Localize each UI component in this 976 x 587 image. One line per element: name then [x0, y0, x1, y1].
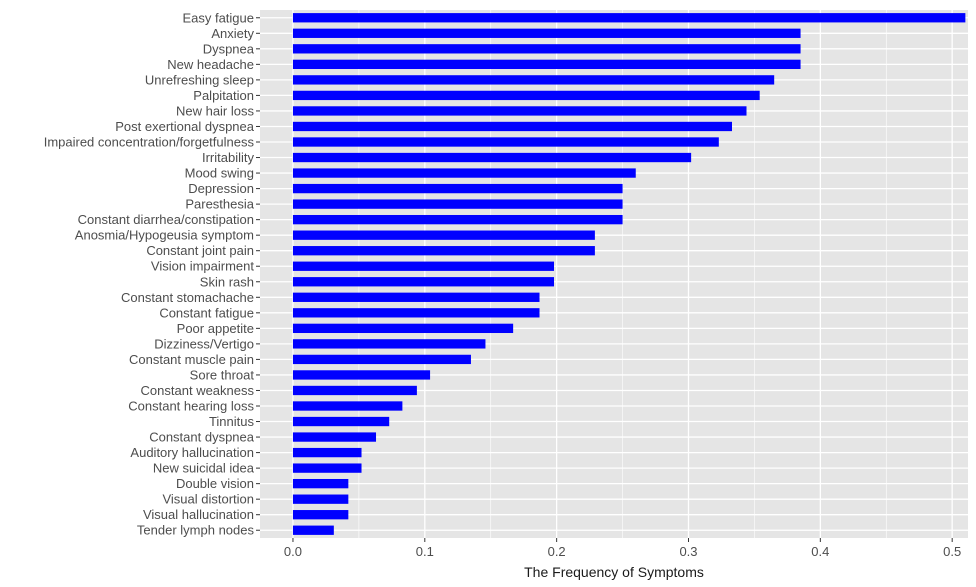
category-label: Poor appetite [177, 321, 254, 336]
bar [292, 339, 486, 349]
bar [292, 277, 555, 287]
bar [292, 13, 966, 23]
bar [292, 510, 349, 520]
bar [292, 385, 417, 396]
category-label: Tender lymph nodes [137, 523, 255, 538]
bar [292, 323, 514, 334]
category-label: Constant dyspnea [149, 430, 255, 445]
bar [292, 478, 349, 489]
category-label: Paresthesia [185, 197, 254, 212]
category-label: Impaired concentration/forgetfulness [44, 135, 255, 150]
category-label: New suicidal idea [153, 461, 255, 476]
category-label: Unrefreshing sleep [145, 72, 254, 87]
category-label: Post exertional dyspnea [115, 119, 255, 134]
bar [292, 230, 595, 240]
bar [292, 370, 431, 380]
bar [292, 152, 692, 163]
bar [292, 261, 555, 271]
category-label: Constant weakness [141, 383, 255, 398]
category-label: Constant stomachache [121, 290, 254, 305]
category-label: Double vision [176, 476, 254, 491]
category-label: Dizziness/Vertigo [154, 336, 254, 351]
bar [292, 292, 540, 302]
category-label: Skin rash [200, 274, 254, 289]
category-label: Depression [188, 181, 254, 196]
bar [292, 199, 623, 209]
bar [292, 525, 334, 535]
x-tick-label: 0.1 [416, 544, 434, 559]
category-label: Tinnitus [209, 414, 255, 429]
category-label: Irritability [202, 150, 255, 165]
bar [292, 121, 732, 132]
x-tick-label: 0.2 [548, 544, 566, 559]
category-label: Constant muscle pain [129, 352, 254, 367]
bar [292, 183, 623, 194]
bar [292, 432, 377, 442]
category-label: Constant joint pain [146, 243, 254, 258]
category-label: Anosmia/Hypogeusia symptom [75, 228, 254, 243]
bar [292, 59, 801, 70]
bar [292, 246, 595, 256]
category-label: Auditory hallucination [130, 445, 254, 460]
x-axis-ticks: 0.0 0.1 0.2 0.3 0.4 0.5 [284, 538, 961, 559]
bar [292, 75, 775, 85]
bar [292, 28, 801, 38]
bar [292, 494, 349, 504]
bar [292, 90, 760, 101]
bar [292, 416, 390, 427]
x-tick-label: 0.4 [811, 544, 829, 559]
bar [292, 137, 719, 147]
x-tick-label: 0.5 [943, 544, 961, 559]
category-label: Sore throat [190, 367, 255, 382]
category-label: Dyspnea [203, 41, 255, 56]
category-label: Constant fatigue [159, 305, 254, 320]
category-label: New hair loss [176, 103, 255, 118]
x-axis-title: The Frequency of Symptoms [524, 564, 704, 580]
bar [292, 463, 362, 473]
category-label: Visual distortion [162, 492, 254, 507]
bar [292, 308, 540, 318]
bar [292, 447, 362, 458]
category-label: New headache [167, 57, 254, 72]
category-label: Constant diarrhea/constipation [78, 212, 254, 227]
bar [292, 214, 623, 225]
x-tick-label: 0.3 [679, 544, 697, 559]
bar [292, 168, 636, 178]
category-label: Vision impairment [151, 259, 254, 274]
category-label: Anxiety [211, 26, 254, 41]
bar [292, 354, 471, 365]
bars [292, 13, 966, 535]
category-label: Constant hearing loss [128, 399, 254, 414]
bar [292, 401, 403, 411]
bar [292, 44, 801, 54]
category-label: Palpitation [193, 88, 254, 103]
category-label: Easy fatigue [182, 10, 254, 25]
category-label: Mood swing [185, 166, 254, 181]
category-label: Visual hallucination [143, 507, 254, 522]
x-tick-label: 0.0 [284, 544, 302, 559]
bar [292, 106, 747, 116]
plot-panel [260, 10, 968, 538]
